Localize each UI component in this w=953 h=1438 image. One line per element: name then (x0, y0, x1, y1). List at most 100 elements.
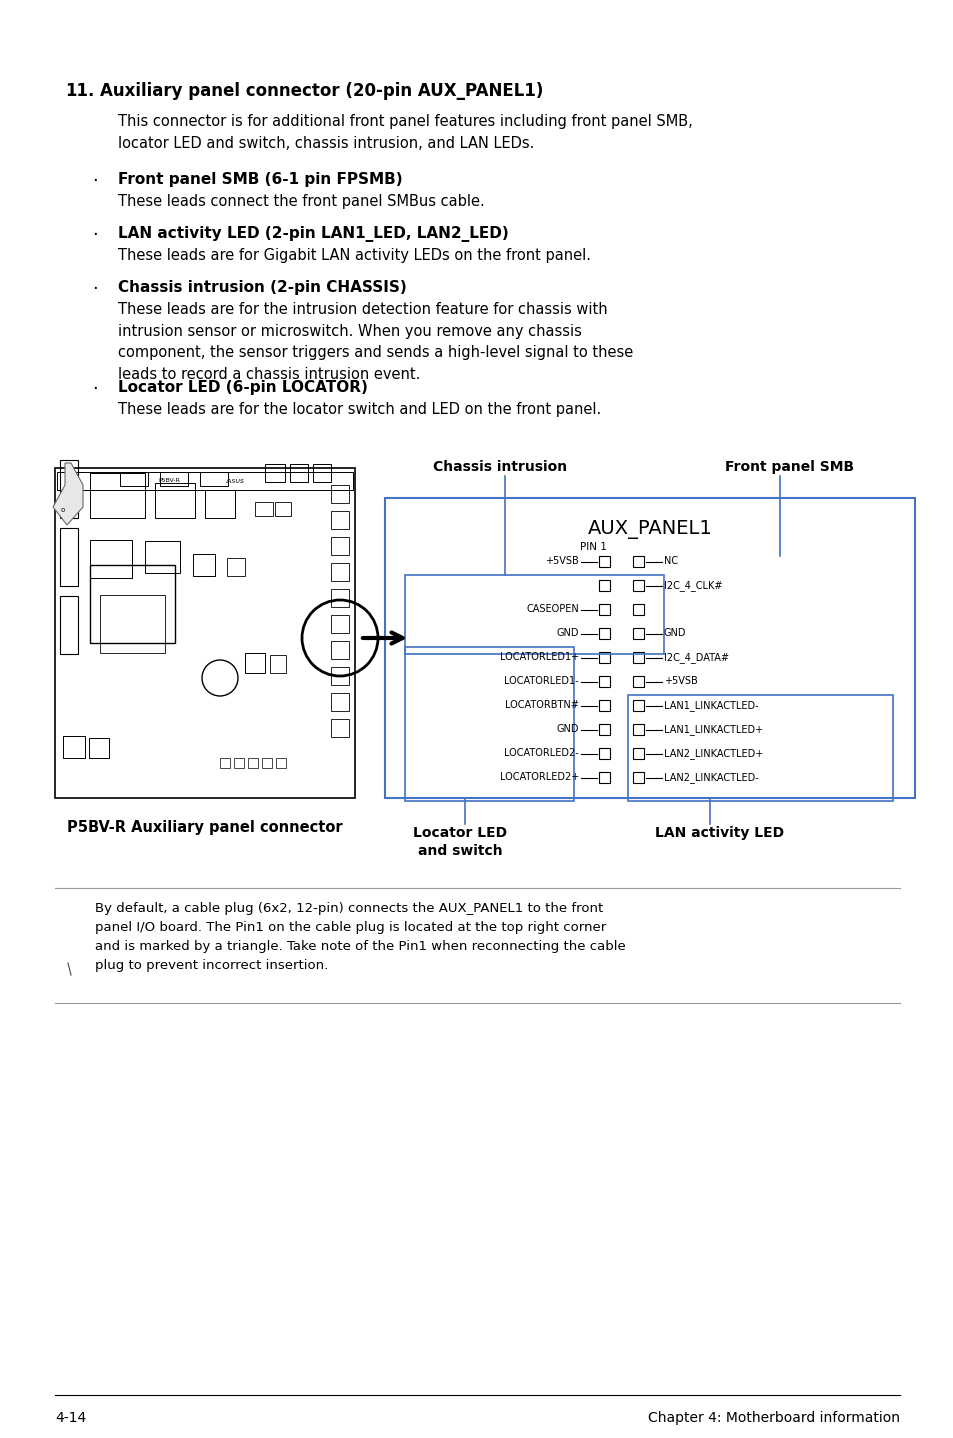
Text: +5VSB: +5VSB (545, 557, 578, 567)
Bar (154, 483, 194, 518)
Bar (633, 651, 643, 663)
Bar (245, 653, 265, 673)
Bar (220, 758, 230, 768)
Text: P5BV-R: P5BV-R (158, 479, 180, 483)
Bar (145, 541, 180, 572)
Bar (233, 758, 244, 768)
Text: LAN activity LED: LAN activity LED (655, 825, 783, 840)
Bar (633, 676, 643, 687)
Text: These leads are for the intrusion detection feature for chassis with
intrusion s: These leads are for the intrusion detect… (118, 302, 633, 383)
Text: GND: GND (556, 725, 578, 735)
Text: LOCATORLED1-: LOCATORLED1- (504, 676, 578, 686)
Bar (598, 557, 609, 567)
Text: /ASUS: /ASUS (225, 479, 244, 483)
Bar (270, 654, 286, 673)
Text: Chassis intrusion: Chassis intrusion (433, 460, 566, 475)
Text: Auxiliary panel connector (20-pin AUX_PANEL1): Auxiliary panel connector (20-pin AUX_PA… (100, 82, 543, 101)
Bar (331, 615, 349, 633)
Bar (633, 748, 643, 759)
Text: GND: GND (556, 628, 578, 638)
Bar (331, 719, 349, 738)
Text: GND: GND (663, 628, 686, 638)
Bar (598, 772, 609, 784)
Bar (160, 472, 188, 486)
Bar (60, 595, 78, 654)
Bar (633, 580, 643, 591)
Bar (89, 738, 109, 758)
Bar (55, 467, 355, 798)
Bar (331, 590, 349, 607)
Bar (627, 695, 892, 801)
Bar (633, 628, 643, 638)
Bar (633, 772, 643, 784)
Bar (633, 723, 643, 735)
Text: NC: NC (663, 557, 678, 567)
Text: By default, a cable plug (6x2, 12-pin) connects the AUX_PANEL1 to the front
pane: By default, a cable plug (6x2, 12-pin) c… (95, 902, 625, 972)
Text: ·: · (91, 226, 97, 244)
Bar (598, 723, 609, 735)
Bar (193, 554, 214, 577)
Text: This connector is for additional front panel features including front panel SMB,: This connector is for additional front p… (118, 114, 692, 151)
Text: LOCATORLED1+: LOCATORLED1+ (499, 653, 578, 663)
Bar (331, 536, 349, 555)
Text: Front panel SMB: Front panel SMB (724, 460, 854, 475)
Bar (120, 472, 148, 486)
Text: LOCATORLED2-: LOCATORLED2- (504, 749, 578, 758)
Bar (598, 604, 609, 615)
Bar (633, 604, 643, 615)
Text: and switch: and switch (417, 844, 502, 858)
Bar (254, 502, 273, 516)
Text: +5VSB: +5VSB (663, 676, 697, 686)
Text: LAN1_LINKACTLED+: LAN1_LINKACTLED+ (663, 725, 762, 735)
Text: Locator LED: Locator LED (413, 825, 507, 840)
Bar (290, 464, 308, 482)
Bar (60, 528, 78, 587)
Bar (274, 502, 291, 516)
Text: LAN1_LINKACTLED-: LAN1_LINKACTLED- (663, 700, 758, 710)
Bar (598, 580, 609, 591)
Polygon shape (53, 463, 83, 525)
Bar (598, 651, 609, 663)
Bar (405, 575, 663, 654)
Text: Chapter 4: Motherboard information: Chapter 4: Motherboard information (647, 1411, 899, 1425)
Text: LOCATORBTN#: LOCATORBTN# (504, 700, 578, 710)
Bar (331, 485, 349, 503)
Text: ·: · (91, 380, 97, 398)
Bar (248, 758, 257, 768)
Text: These leads are for Gigabit LAN activity LEDs on the front panel.: These leads are for Gigabit LAN activity… (118, 247, 590, 263)
Text: LOCATORLED2+: LOCATORLED2+ (499, 772, 578, 782)
Bar (262, 758, 272, 768)
Bar (331, 564, 349, 581)
Text: LAN2_LINKACTLED-: LAN2_LINKACTLED- (663, 772, 758, 782)
Text: 4-14: 4-14 (55, 1411, 86, 1425)
Bar (57, 472, 353, 490)
Text: Locator LED (6-pin LOCATOR): Locator LED (6-pin LOCATOR) (118, 380, 368, 395)
Bar (90, 565, 174, 643)
Bar (200, 472, 228, 486)
Bar (633, 700, 643, 710)
Bar (313, 464, 331, 482)
Text: I2C_4_CLK#: I2C_4_CLK# (663, 580, 721, 591)
Text: 11.: 11. (65, 82, 94, 101)
Text: These leads connect the front panel SMBus cable.: These leads connect the front panel SMBu… (118, 194, 484, 209)
Text: ·: · (91, 280, 97, 298)
Text: I2C_4_DATA#: I2C_4_DATA# (663, 651, 728, 663)
Bar (405, 647, 574, 801)
Text: P5BV-R Auxiliary panel connector: P5BV-R Auxiliary panel connector (67, 820, 342, 835)
Bar (60, 460, 78, 518)
Bar (598, 628, 609, 638)
Text: PIN 1: PIN 1 (579, 542, 606, 552)
Bar (331, 667, 349, 684)
Text: CASEOPEN: CASEOPEN (526, 604, 578, 614)
Bar (598, 748, 609, 759)
Text: AUX_PANEL1: AUX_PANEL1 (587, 521, 712, 539)
Bar (331, 510, 349, 529)
Bar (100, 595, 165, 653)
Bar (90, 473, 145, 518)
Bar (205, 490, 234, 518)
Text: LAN2_LINKACTLED+: LAN2_LINKACTLED+ (663, 748, 762, 759)
Text: Front panel SMB (6-1 pin FPSMB): Front panel SMB (6-1 pin FPSMB) (118, 173, 402, 187)
Text: LAN activity LED (2-pin LAN1_LED, LAN2_LED): LAN activity LED (2-pin LAN1_LED, LAN2_L… (118, 226, 508, 242)
Text: ·: · (91, 173, 97, 190)
Bar (90, 541, 132, 578)
